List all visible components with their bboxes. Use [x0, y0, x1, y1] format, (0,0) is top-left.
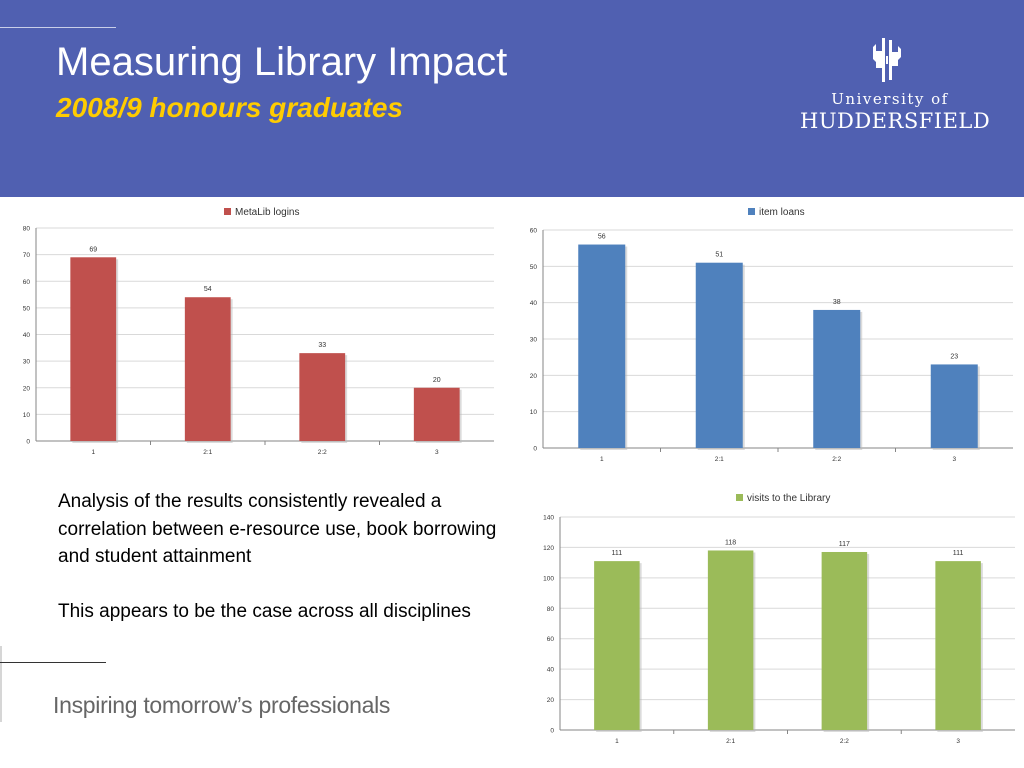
data-label: 23 — [950, 353, 958, 360]
y-tick-label: 10 — [23, 412, 31, 419]
x-tick-label: 1 — [91, 449, 95, 456]
chart-legend: item loans — [748, 207, 805, 218]
chart-canvas: visits to the Library 0 20 40 60 80 100 120 140 1… — [543, 493, 1015, 745]
footer-tagline: Inspiring tomorrow’s professionals — [53, 692, 391, 718]
x-tick-label: 3 — [435, 449, 439, 456]
y-tick-label: 80 — [547, 606, 555, 613]
slide-title: Measuring Library Impact — [56, 40, 508, 84]
data-label: 33 — [318, 342, 326, 349]
y-tick-label: 30 — [23, 359, 31, 366]
x-tick-label: 2:2 — [840, 738, 849, 745]
metalib-logins-chart: MetaLib logins 0 10 20 30 40 50 60 70 80 69 1 54 2:1 3… — [16, 200, 496, 462]
x-tick-label: 2:2 — [832, 456, 841, 463]
logo-text-university: University of — [831, 90, 949, 108]
bar-2:1 — [707, 550, 754, 730]
x-tick-label: 2:1 — [715, 456, 724, 463]
bar-3 — [930, 364, 978, 448]
footer-vertical-divider — [0, 646, 2, 722]
legend-swatch — [224, 208, 231, 215]
x-tick-label: 2:2 — [318, 449, 327, 456]
data-label: 69 — [89, 246, 97, 253]
data-label: 111 — [612, 550, 623, 557]
y-tick-label: 70 — [23, 252, 31, 259]
bar-1 — [578, 244, 626, 448]
data-label: 54 — [204, 286, 212, 293]
y-tick-label: 100 — [543, 575, 554, 582]
data-label: 38 — [833, 299, 841, 306]
x-tick-label: 2:1 — [726, 738, 735, 745]
footer-divider — [0, 662, 106, 663]
y-tick-label: 20 — [23, 385, 31, 392]
data-label: 118 — [725, 539, 736, 546]
header-banner: Measuring Library Impact 2008/9 honours … — [0, 0, 1024, 197]
analysis-paragraph-disciplines: This appears to be the case across all d… — [58, 600, 471, 622]
y-tick-label: 50 — [530, 264, 538, 271]
y-tick-label: 40 — [23, 332, 31, 339]
y-tick-label: 20 — [530, 373, 538, 380]
legend-label: item loans — [759, 207, 805, 218]
data-label: 56 — [598, 234, 606, 241]
y-tick-label: 60 — [547, 636, 555, 643]
y-tick-label: 120 — [543, 545, 554, 552]
data-label: 111 — [953, 550, 964, 557]
legend-label: MetaLib logins — [235, 207, 299, 218]
bar-1 — [594, 561, 640, 730]
analysis-paragraph-correlation: Analysis of the results consistently rev… — [58, 491, 497, 567]
chart-canvas: MetaLib logins 0 10 20 30 40 50 60 70 80 69 1 54 2:1 3… — [23, 207, 494, 456]
bar-3 — [935, 561, 981, 730]
header-divider — [0, 27, 116, 28]
y-tick-label: 40 — [530, 300, 538, 307]
y-tick-label: 60 — [23, 279, 31, 286]
y-tick-label: 40 — [547, 667, 555, 674]
bar-2:1 — [184, 297, 231, 441]
bar-2:2 — [821, 551, 868, 730]
legend-swatch — [748, 208, 755, 215]
chart-legend: visits to the Library — [736, 493, 830, 504]
chart-canvas: item loans 0 10 20 30 40 50 60 56 1 51 2:1 38 2:2 23 3 — [530, 207, 1013, 463]
y-tick-label: 0 — [550, 728, 554, 735]
bar-3 — [413, 387, 460, 441]
x-tick-label: 1 — [600, 456, 604, 463]
x-tick-label: 3 — [956, 738, 960, 745]
legend-label: visits to the Library — [747, 493, 830, 504]
logo-text-huddersfield: HUDDERSFIELD — [800, 109, 991, 133]
bar-1 — [70, 257, 117, 441]
university-logo: University of HUDDERSFIELD — [800, 34, 991, 139]
y-tick-label: 10 — [530, 409, 538, 416]
legend-swatch — [736, 494, 743, 501]
university-emblem-icon — [873, 38, 901, 82]
library-visits-chart: visits to the Library 0 20 40 60 80 100 120 140 1… — [528, 486, 1020, 750]
data-label: 20 — [433, 377, 441, 384]
bar-2:2 — [299, 353, 346, 441]
x-tick-label: 1 — [615, 738, 619, 745]
y-tick-label: 50 — [23, 305, 31, 312]
chart-legend: MetaLib logins — [224, 207, 299, 218]
analysis-text: Analysis of the results consistently rev… — [58, 488, 528, 652]
slide-subtitle: 2008/9 honours graduates — [56, 92, 404, 123]
y-tick-label: 30 — [530, 337, 538, 344]
item-loans-chart: item loans 0 10 20 30 40 50 60 56 1 51 2:1 38 2:2 23 3 — [508, 200, 1020, 470]
y-tick-label: 140 — [543, 515, 554, 522]
y-tick-label: 60 — [530, 228, 538, 235]
y-tick-label: 20 — [547, 697, 555, 704]
x-tick-label: 2:1 — [203, 449, 212, 456]
bar-2:2 — [813, 309, 861, 448]
x-tick-label: 3 — [952, 456, 956, 463]
data-label: 117 — [839, 541, 850, 548]
y-tick-label: 80 — [23, 226, 31, 233]
bar-2:1 — [695, 262, 743, 448]
y-tick-label: 0 — [26, 439, 30, 446]
data-label: 51 — [715, 252, 723, 259]
y-tick-label: 0 — [533, 446, 537, 453]
